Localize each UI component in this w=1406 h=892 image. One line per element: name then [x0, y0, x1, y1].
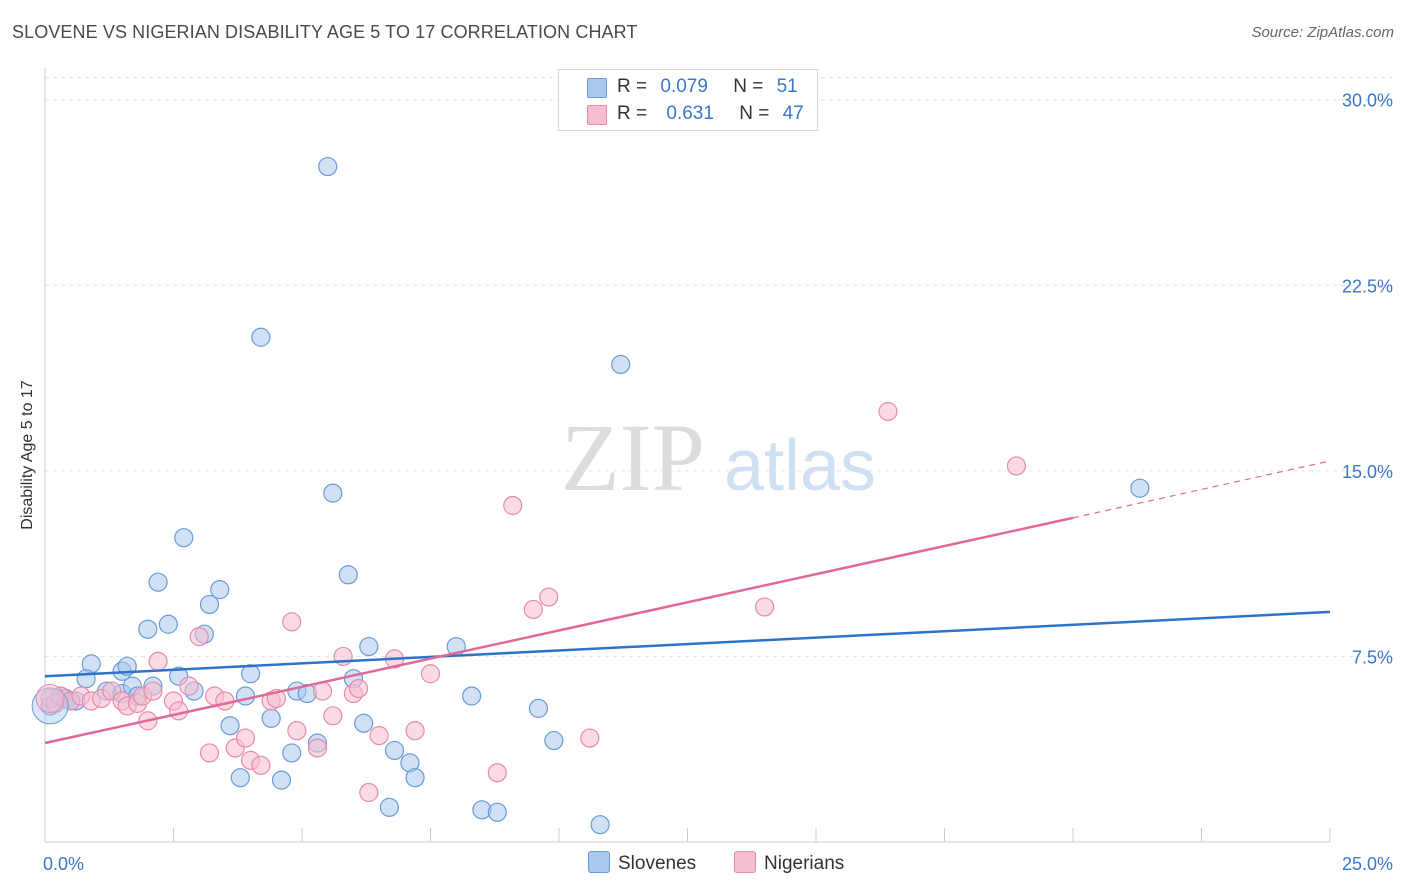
slovene-point: [138, 619, 158, 639]
slovene-point: [148, 572, 168, 592]
slovene-point: [359, 636, 379, 657]
slovene-point: [261, 708, 281, 728]
slovene-point: [528, 698, 549, 718]
legend-n-value: 51: [776, 76, 798, 97]
nigerian-point: [215, 691, 235, 711]
slovene-point: [487, 802, 507, 822]
y-tick-label: 22.5%: [1342, 276, 1393, 296]
nigerians-swatch: [734, 851, 756, 873]
slovene-point: [544, 730, 564, 751]
legend-r-value: 0.079: [660, 76, 708, 97]
series-legend: Slovenes Nigerians: [0, 851, 1406, 879]
slovene-point: [354, 713, 374, 733]
slovene-point: [338, 565, 358, 585]
slovene-point: [158, 614, 178, 634]
slovene-point: [318, 156, 338, 177]
nigerian-trend-line: [44, 516, 1074, 745]
legend-swatch-pink: [587, 105, 607, 125]
series-legend-slovenes: Slovenes: [588, 851, 696, 875]
nigerian-point: [503, 495, 523, 516]
nigerian-point: [199, 743, 220, 763]
slovene-point: [405, 768, 425, 788]
nigerian-point: [287, 721, 307, 741]
legend-r-label: R =: [617, 103, 648, 124]
nigerian-point: [143, 681, 163, 701]
nigerian-point: [235, 728, 256, 748]
nigerian-point: [754, 597, 775, 617]
nigerian-points: [40, 401, 1027, 803]
slovene-point: [323, 483, 343, 503]
slovene-trend-line: [44, 610, 1331, 678]
nigerian-point: [1006, 456, 1027, 476]
legend-r-value: 0.631: [666, 103, 714, 124]
y-tick-label: 15.0%: [1342, 462, 1393, 482]
slovene-point: [220, 716, 240, 736]
slovene-point: [590, 815, 610, 835]
slovenes-swatch: [588, 851, 610, 873]
slovene-point: [251, 327, 271, 347]
nigerian-point: [189, 627, 209, 647]
nigerian-point: [487, 763, 507, 783]
x-tick-label: 25.0%: [1342, 854, 1393, 874]
legend-row-nigerians: R = 0.631 N = 47: [587, 103, 804, 125]
nigerian-point: [282, 612, 302, 632]
slovene-point: [76, 669, 96, 689]
legend-swatch-blue: [587, 78, 607, 98]
nigerian-point: [539, 587, 559, 607]
slovene-point: [210, 580, 230, 600]
nigerian-point: [580, 728, 600, 748]
nigerian-point: [369, 726, 389, 746]
nigerian-point: [420, 664, 441, 684]
legend-r-label: R =: [617, 76, 648, 97]
nigerian-point: [405, 721, 425, 741]
slovene-point: [282, 743, 302, 763]
series-legend-nigerians: Nigerians: [734, 851, 844, 875]
slovene-point: [384, 740, 405, 761]
watermark-zip: ZIP: [561, 404, 705, 511]
nigerian-trend-extension: [1072, 460, 1331, 519]
nigerian-point: [523, 599, 543, 620]
slovene-point: [611, 354, 631, 375]
legend-n-label: N =: [733, 76, 764, 97]
nigerian-point: [307, 738, 328, 758]
nigerian-point: [169, 701, 189, 721]
slovene-point-cluster: [31, 687, 69, 725]
slovene-point: [379, 797, 399, 817]
slovene-point: [271, 770, 292, 790]
slovene-point: [235, 686, 256, 706]
nigerian-point: [323, 706, 343, 726]
nigerian-point: [179, 676, 199, 696]
slovene-point: [462, 686, 482, 706]
legend-row-slovenes: R = 0.079 N = 51: [587, 76, 798, 98]
y-tick-label: 30.0%: [1342, 91, 1393, 111]
nigerian-point-cluster: [35, 683, 65, 713]
nigerian-point: [878, 401, 898, 422]
chart-title: SLOVENE VS NIGERIAN DISABILITY AGE 5 TO …: [12, 22, 638, 42]
correlation-legend: R = 0.079 N = 51 R = 0.631 N = 47: [558, 69, 818, 131]
source-label: Source: ZipAtlas.com: [1251, 24, 1394, 41]
legend-n-value: 47: [782, 103, 804, 124]
nigerian-point: [348, 678, 369, 699]
series-legend-label: Slovenes: [618, 853, 697, 874]
watermark-atlas: atlas: [724, 426, 876, 506]
nigerian-point: [148, 651, 168, 671]
nigerian-point: [359, 782, 379, 803]
series-legend-label: Nigerians: [764, 853, 845, 874]
slovene-point: [1130, 478, 1150, 498]
slovene-point: [230, 768, 250, 788]
slovene-point: [199, 594, 220, 615]
slovene-point: [174, 528, 194, 548]
y-tick-label: 7.5%: [1352, 647, 1393, 667]
x-tick-label: 0.0%: [43, 854, 84, 874]
nigerian-point: [251, 755, 271, 775]
legend-n-label: N =: [739, 103, 770, 124]
